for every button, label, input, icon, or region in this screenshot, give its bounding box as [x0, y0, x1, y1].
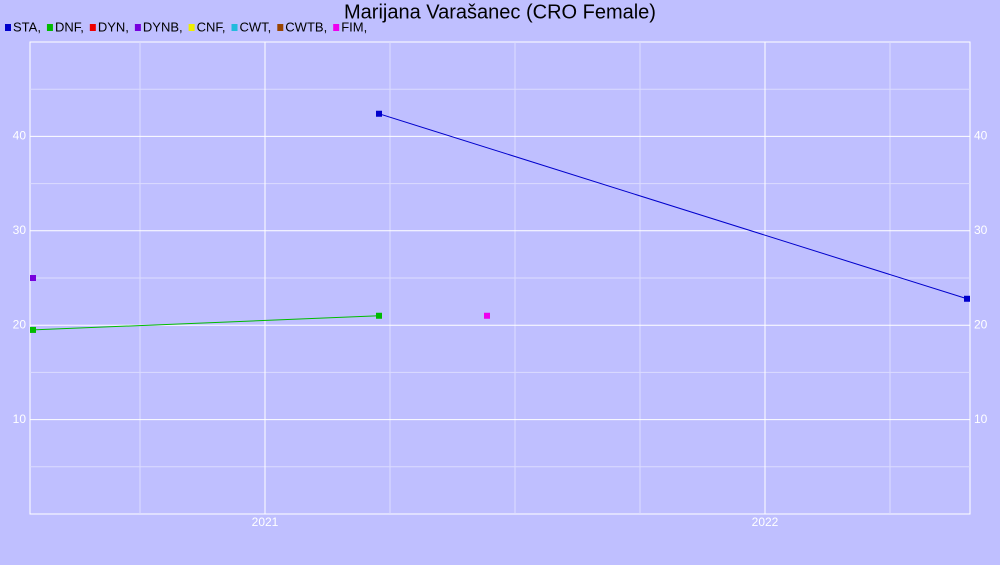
- legend-swatch: [277, 24, 284, 31]
- legend-label: DNF,: [55, 19, 84, 34]
- y2-tick-label: 30: [974, 223, 988, 237]
- data-point: [484, 312, 490, 319]
- legend-label: CWT,: [240, 19, 272, 34]
- data-point: [964, 295, 970, 302]
- y2-tick-label: 10: [974, 412, 988, 426]
- y-tick-label: 30: [13, 223, 27, 237]
- y2-tick-label: 40: [974, 129, 988, 143]
- legend-swatch: [188, 24, 195, 31]
- y-tick-label: 20: [13, 317, 27, 331]
- data-point: [376, 312, 382, 319]
- legend-label: CWTB,: [285, 19, 327, 34]
- legend-label: DYN,: [98, 19, 129, 34]
- legend-swatch: [89, 24, 96, 31]
- x-tick-label: 2022: [752, 515, 779, 529]
- data-point: [30, 275, 36, 281]
- legend-swatch: [5, 24, 11, 31]
- legend-swatch: [231, 24, 238, 31]
- y-tick-label: 40: [13, 129, 27, 143]
- legend-label: CNF,: [197, 19, 226, 34]
- series-line: [32, 315, 380, 331]
- legend-swatch: [333, 24, 340, 31]
- legend-label: STA,: [13, 19, 41, 34]
- chart-title: Marijana Varašanec (CRO Female): [344, 1, 656, 23]
- series-line: [378, 113, 968, 300]
- data-point: [30, 326, 36, 333]
- x-tick-label: 2021: [252, 515, 279, 529]
- legend-label: DYNB,: [143, 19, 183, 34]
- data-point: [376, 110, 382, 117]
- legend-label: FIM,: [341, 19, 367, 34]
- y2-tick-label: 20: [974, 317, 988, 331]
- y-tick-label: 10: [13, 412, 27, 426]
- legend-swatch: [46, 24, 53, 31]
- legend-swatch: [134, 24, 141, 31]
